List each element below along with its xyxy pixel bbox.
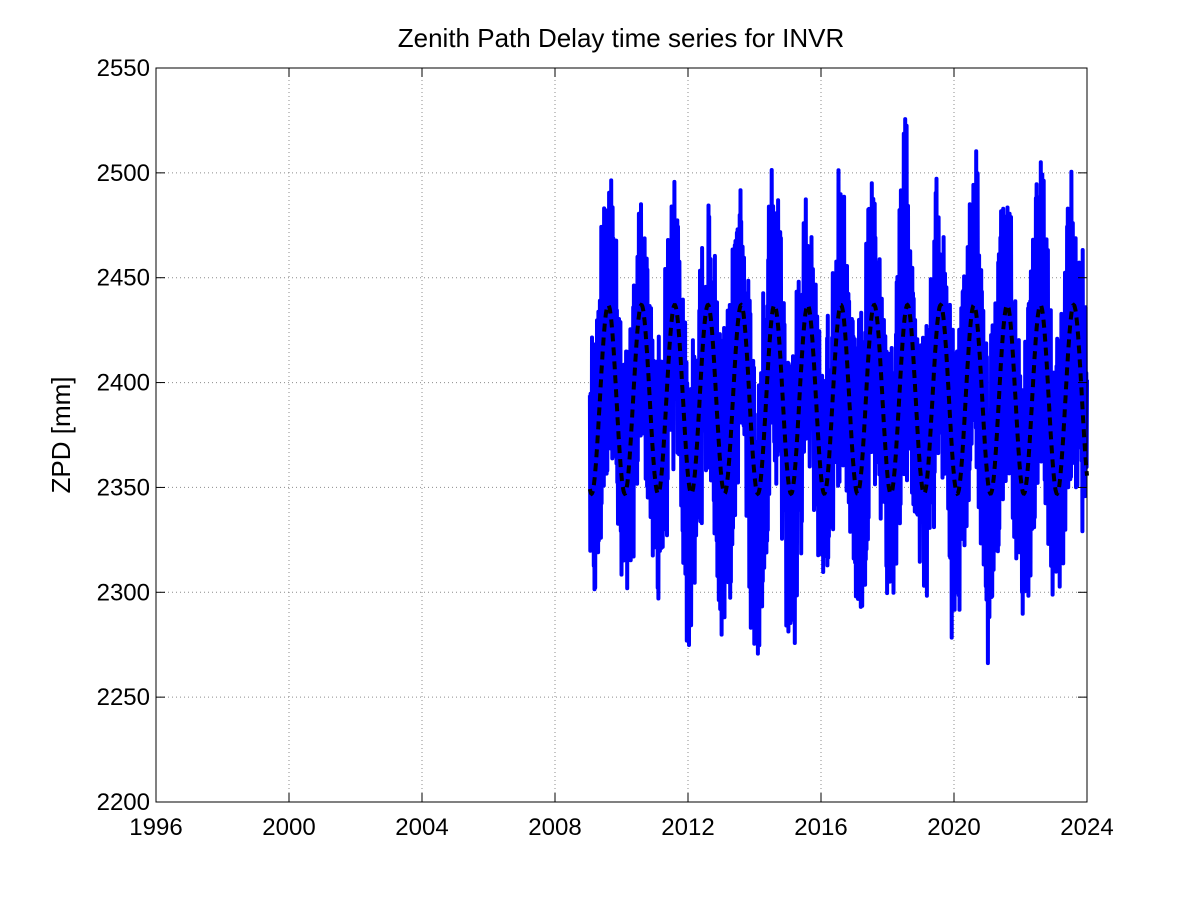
plot-area-border: [155, 67, 1088, 803]
y-tick-label: 2450: [97, 265, 150, 292]
chart-title: Zenith Path Delay time series for INVR: [398, 23, 845, 53]
y-tick-label: 2350: [97, 474, 150, 501]
x-tick-label: 1996: [129, 814, 182, 841]
axes: 1996 2000 2004 2008 2012 2016 2020 2024 2200 2250…: [97, 55, 1114, 841]
y-axis-title: ZPD [mm]: [46, 377, 76, 494]
series-zpd-observed: [587, 117, 1089, 666]
y-tick-label: 2500: [97, 160, 150, 187]
y-tick-label: 2300: [97, 579, 150, 606]
series-layer: [587, 117, 1089, 666]
y-tick-label: 2250: [97, 684, 150, 711]
x-tick-label: 2024: [1060, 814, 1113, 841]
x-tick-label: 2012: [661, 814, 714, 841]
x-tick-label: 2016: [794, 814, 847, 841]
y-tick-label: 2400: [97, 370, 150, 397]
series-seasonal-model: [587, 302, 1089, 497]
x-tick-label: 2000: [262, 814, 315, 841]
x-tick-label: 2020: [927, 814, 980, 841]
y-tick-label: 2200: [97, 789, 150, 816]
x-tick-label: 2004: [395, 814, 448, 841]
y-tick-label: 2550: [97, 55, 150, 82]
x-tick-label: 2008: [528, 814, 581, 841]
